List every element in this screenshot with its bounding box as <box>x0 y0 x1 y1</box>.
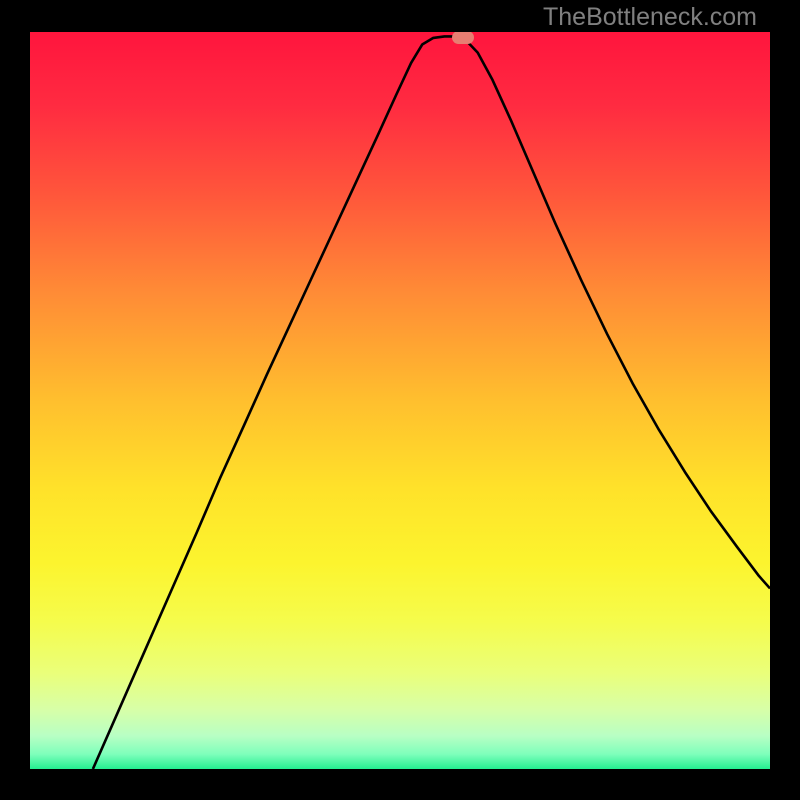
plot-frame <box>26 28 774 773</box>
bottleneck-chart: TheBottleneck.com <box>0 0 800 800</box>
attribution-label: TheBottleneck.com <box>543 3 757 32</box>
